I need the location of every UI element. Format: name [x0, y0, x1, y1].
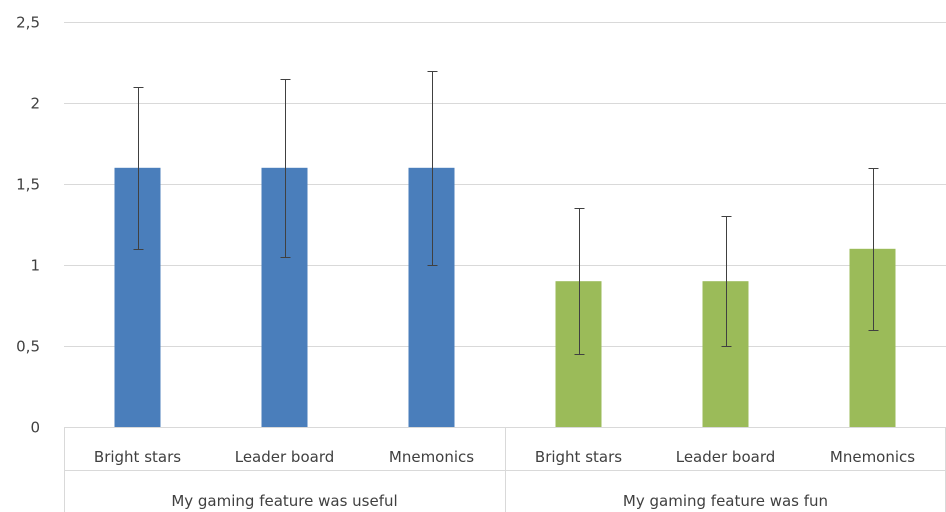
- bars: [114, 167, 896, 428]
- y-tick-label: 0: [30, 419, 40, 437]
- y-tick-label: 1: [30, 257, 40, 275]
- y-tick-label: 2: [30, 95, 40, 113]
- bar: [261, 167, 308, 428]
- bar: [849, 248, 896, 427]
- y-tick-label: 0,5: [16, 338, 40, 356]
- category-label: Bright stars: [535, 448, 622, 466]
- y-tick-label: 1,5: [16, 176, 40, 194]
- category-label: Mnemonics: [830, 448, 915, 466]
- group-label: My gaming feature was useful: [171, 492, 397, 510]
- category-label: Bright stars: [94, 448, 181, 466]
- x-axis-labels: Bright stars Leader board Mnemonics My gami…: [94, 448, 915, 510]
- y-axis-ticks: 0 0,5 1 1,5 2 2,5: [16, 14, 40, 437]
- bar: [408, 167, 455, 428]
- category-label: Leader board: [676, 448, 776, 466]
- group-label: My gaming feature was fun: [623, 492, 828, 510]
- category-label: Leader board: [235, 448, 335, 466]
- gridlines: [64, 22, 946, 347]
- error-bars: [133, 71, 879, 355]
- y-tick-label: 2,5: [16, 14, 40, 32]
- category-label: Mnemonics: [389, 448, 474, 466]
- bar: [114, 167, 161, 428]
- bar: [702, 281, 749, 427]
